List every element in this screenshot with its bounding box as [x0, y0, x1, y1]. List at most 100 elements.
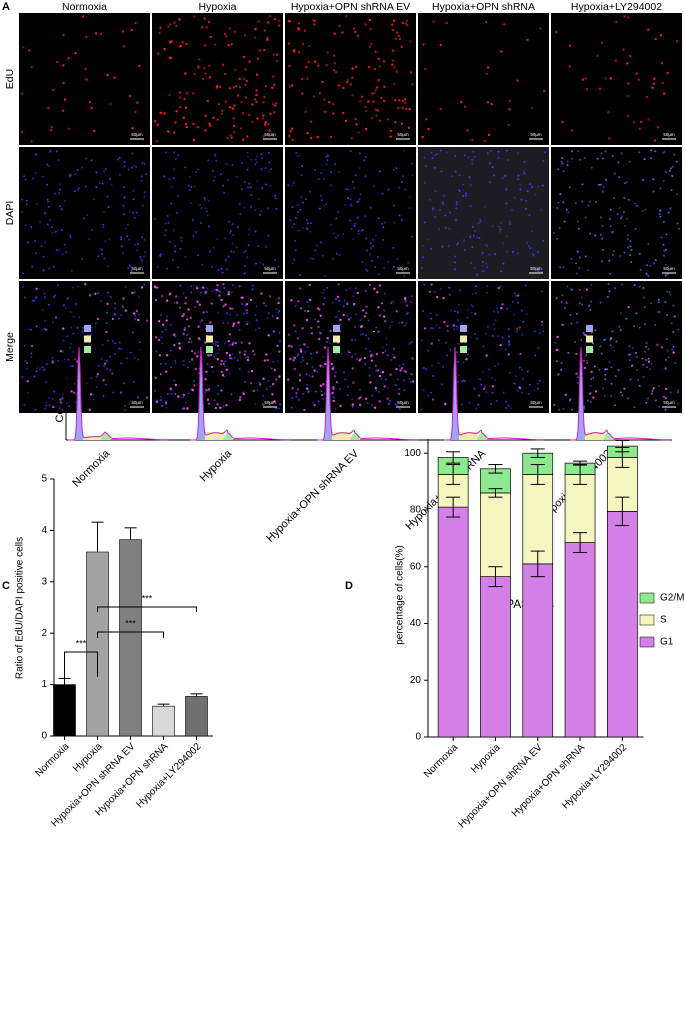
- cell: [669, 391, 672, 394]
- cell: [647, 397, 650, 400]
- legend-value: 8.24%: [372, 345, 395, 354]
- cell: [270, 367, 273, 370]
- cell: [368, 283, 372, 287]
- cell: [633, 406, 636, 409]
- cell: [228, 87, 232, 90]
- cell: [369, 350, 371, 353]
- cell: [508, 371, 511, 374]
- cell: [388, 402, 391, 405]
- cell: [339, 318, 342, 321]
- cell: [386, 397, 389, 400]
- cell: [120, 245, 123, 248]
- cell: [122, 45, 126, 48]
- cell: [58, 183, 61, 186]
- cell: [657, 298, 660, 301]
- cell: [196, 300, 199, 304]
- cell: [217, 311, 220, 314]
- cell: [323, 110, 327, 114]
- cell: [604, 178, 607, 181]
- cell: [373, 406, 377, 409]
- cell: [358, 403, 362, 407]
- cell: [288, 85, 291, 88]
- cell: [533, 330, 536, 333]
- cell: [220, 359, 223, 363]
- cell: [381, 371, 385, 374]
- cell: [220, 389, 223, 392]
- cell: [423, 327, 427, 330]
- cell: [333, 54, 336, 57]
- cell: [381, 346, 384, 349]
- cell: [483, 205, 486, 208]
- cell: [61, 253, 64, 256]
- legend-value: 8.22%: [123, 345, 146, 354]
- cell: [600, 152, 603, 155]
- cell: [333, 61, 336, 65]
- scale-bar-label: 50μm: [131, 400, 143, 405]
- cell: [392, 204, 395, 207]
- cell: [374, 89, 377, 92]
- cell: [291, 226, 294, 228]
- cell: [422, 256, 425, 259]
- cell: [141, 161, 144, 164]
- cell: [216, 392, 219, 395]
- cell: [441, 245, 444, 248]
- cell: [224, 360, 227, 363]
- cell: [304, 198, 307, 201]
- cell: [368, 366, 371, 369]
- cell: [85, 382, 88, 385]
- cell: [207, 354, 210, 357]
- cell: [656, 343, 659, 346]
- cell: [197, 351, 200, 354]
- cell: [369, 381, 372, 384]
- bar-segment: [480, 576, 511, 738]
- cell: [331, 301, 334, 304]
- cell: [627, 16, 630, 19]
- cell: [204, 198, 206, 201]
- cell: [195, 171, 198, 174]
- cell: [258, 381, 261, 384]
- cell: [393, 82, 396, 86]
- cell: [454, 170, 457, 173]
- cell: [244, 68, 247, 71]
- cell: [493, 310, 496, 313]
- cell: [443, 402, 447, 406]
- cell: [255, 305, 258, 308]
- cell: [431, 209, 434, 212]
- cell: [519, 352, 522, 356]
- cell: [659, 215, 662, 218]
- cell: [479, 218, 482, 221]
- legend-label: G1: [343, 324, 353, 333]
- cell: [140, 258, 143, 260]
- cell: [222, 321, 225, 324]
- cell: [347, 188, 350, 191]
- cell: [300, 77, 304, 81]
- cell: [488, 368, 491, 371]
- cell: [221, 374, 225, 377]
- cell: [238, 86, 242, 89]
- cell: [310, 222, 312, 225]
- cell: [76, 188, 79, 191]
- cell: [289, 129, 292, 133]
- legend-value: 70.4%: [499, 324, 522, 333]
- cell: [232, 251, 235, 254]
- cell: [462, 361, 465, 364]
- cell: [565, 301, 568, 305]
- cell: [393, 221, 396, 224]
- cell: [154, 336, 158, 339]
- cell: [227, 340, 230, 343]
- cell: [344, 188, 347, 190]
- cell: [633, 325, 636, 328]
- cell: [518, 386, 522, 390]
- cell: [104, 362, 107, 365]
- cell: [300, 195, 303, 198]
- cell: [164, 229, 167, 232]
- cell: [472, 305, 475, 308]
- cell: [182, 332, 185, 336]
- cell: [356, 358, 358, 361]
- cell: [585, 354, 588, 357]
- cell: [553, 232, 556, 234]
- cell: [200, 221, 203, 224]
- cell: [442, 297, 445, 300]
- cell: [205, 370, 208, 373]
- cell: [619, 391, 622, 394]
